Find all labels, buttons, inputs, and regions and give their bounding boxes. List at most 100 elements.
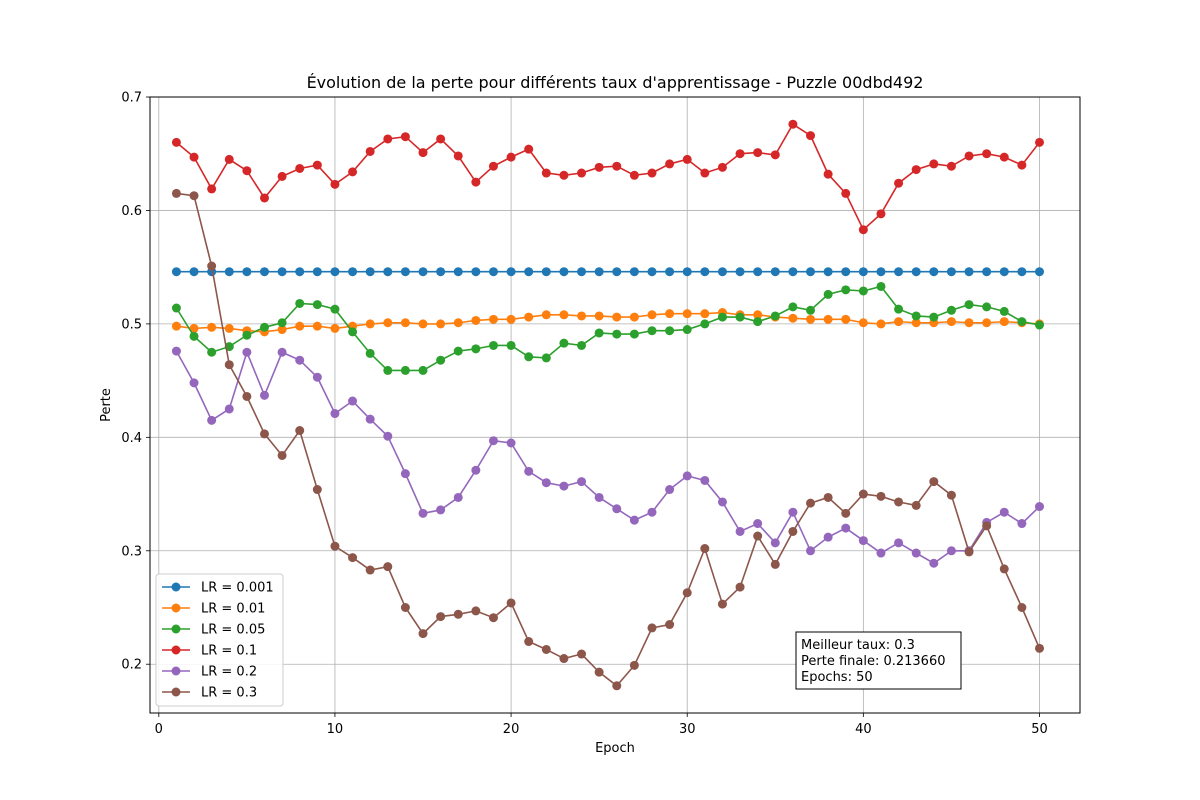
data-point bbox=[929, 312, 939, 322]
data-point bbox=[647, 310, 657, 320]
data-point bbox=[911, 500, 921, 510]
data-point bbox=[858, 536, 868, 546]
data-point bbox=[330, 323, 340, 333]
data-point bbox=[207, 184, 217, 194]
data-point bbox=[612, 267, 622, 277]
data-point bbox=[594, 328, 604, 338]
data-point bbox=[594, 492, 604, 502]
data-point bbox=[189, 378, 199, 388]
legend-item: LR = 0.2 bbox=[162, 665, 257, 680]
data-point bbox=[312, 372, 322, 382]
data-point bbox=[665, 159, 675, 169]
x-tick-label: 40 bbox=[855, 722, 872, 737]
data-point bbox=[1034, 137, 1044, 147]
data-point bbox=[700, 168, 710, 178]
data-point bbox=[277, 450, 287, 460]
y-tick-label: 0.2 bbox=[121, 658, 142, 673]
data-point bbox=[277, 347, 287, 357]
data-point bbox=[858, 318, 868, 328]
data-point bbox=[735, 582, 745, 592]
plot-frame bbox=[149, 96, 1081, 714]
annotation-line: Meilleur taux: 0.3 bbox=[801, 638, 915, 653]
data-point bbox=[665, 267, 675, 277]
data-point bbox=[717, 599, 727, 609]
data-point bbox=[911, 267, 921, 277]
data-point bbox=[436, 355, 446, 365]
data-point bbox=[259, 322, 269, 332]
data-point bbox=[277, 267, 287, 277]
data-point bbox=[647, 507, 657, 517]
data-point bbox=[682, 471, 692, 481]
data-point bbox=[171, 346, 181, 356]
data-point bbox=[717, 497, 727, 507]
data-point bbox=[823, 492, 833, 502]
data-point bbox=[841, 508, 851, 518]
data-point bbox=[788, 119, 798, 129]
data-point bbox=[400, 267, 410, 277]
data-point bbox=[629, 312, 639, 322]
data-point bbox=[577, 267, 587, 277]
legend-marker bbox=[171, 603, 181, 613]
data-point bbox=[612, 329, 622, 339]
data-point bbox=[365, 267, 375, 277]
data-point bbox=[682, 325, 692, 335]
x-tick-label: 10 bbox=[327, 722, 344, 737]
data-point bbox=[207, 415, 217, 425]
data-point bbox=[541, 168, 551, 178]
legend-label: LR = 0.05 bbox=[201, 623, 265, 638]
data-point bbox=[383, 562, 393, 572]
data-point bbox=[224, 360, 234, 370]
data-point bbox=[577, 477, 587, 487]
data-point bbox=[418, 365, 428, 375]
data-point bbox=[506, 314, 516, 324]
data-point bbox=[717, 312, 727, 322]
data-point bbox=[400, 132, 410, 142]
data-point bbox=[453, 318, 463, 328]
data-point bbox=[665, 620, 675, 630]
data-point bbox=[171, 321, 181, 331]
data-point bbox=[224, 404, 234, 414]
data-point bbox=[629, 267, 639, 277]
data-point bbox=[982, 521, 992, 531]
data-point bbox=[541, 353, 551, 363]
legend-item: LR = 0.01 bbox=[162, 602, 265, 617]
data-point bbox=[453, 267, 463, 277]
data-point bbox=[876, 209, 886, 219]
data-point bbox=[488, 436, 498, 446]
data-point bbox=[541, 478, 551, 488]
data-point bbox=[806, 267, 816, 277]
data-point bbox=[770, 267, 780, 277]
data-point bbox=[647, 168, 657, 178]
data-point bbox=[841, 285, 851, 295]
data-point bbox=[259, 429, 269, 439]
data-point bbox=[277, 171, 287, 181]
data-point bbox=[171, 137, 181, 147]
data-point bbox=[524, 466, 534, 476]
data-point bbox=[929, 159, 939, 169]
series-5 bbox=[171, 346, 1044, 568]
data-point bbox=[929, 477, 939, 487]
data-point bbox=[841, 314, 851, 324]
data-point bbox=[770, 150, 780, 160]
data-point bbox=[946, 490, 956, 500]
data-point bbox=[999, 564, 1009, 574]
data-point bbox=[788, 267, 798, 277]
data-point bbox=[964, 267, 974, 277]
data-point bbox=[400, 602, 410, 612]
y-tick-label: 0.5 bbox=[121, 317, 142, 332]
data-point bbox=[541, 310, 551, 320]
data-point bbox=[823, 314, 833, 324]
data-point bbox=[999, 306, 1009, 316]
data-point bbox=[189, 152, 199, 162]
legend-marker bbox=[171, 687, 181, 697]
data-point bbox=[277, 325, 287, 335]
data-point bbox=[295, 298, 305, 308]
data-point bbox=[700, 267, 710, 277]
data-point bbox=[647, 326, 657, 336]
data-point bbox=[453, 346, 463, 356]
data-point bbox=[594, 267, 604, 277]
data-point bbox=[418, 629, 428, 639]
data-point bbox=[594, 667, 604, 677]
data-point bbox=[471, 465, 481, 475]
